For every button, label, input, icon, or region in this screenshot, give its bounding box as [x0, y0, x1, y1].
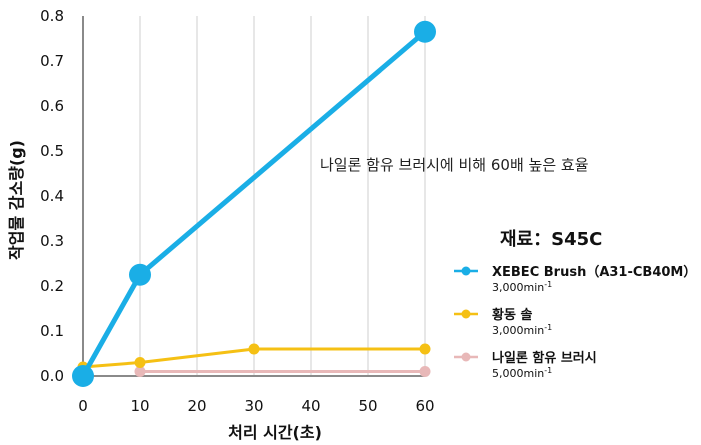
data-point-1: [248, 343, 260, 355]
data-point-2: [134, 366, 146, 377]
legend-swatch-dot: [461, 309, 471, 319]
legend-speed-value: 3,000min: [492, 324, 544, 337]
y-tick-label: 0.3: [40, 232, 64, 250]
y-tick-label: 0.7: [40, 52, 64, 70]
x-tick-label: 50: [358, 397, 377, 415]
x-tick-label: 0: [78, 397, 88, 415]
x-tick-label: 30: [244, 397, 263, 415]
y-tick-label: 0.0: [40, 367, 64, 385]
x-axis-title: 처리 시간(초): [228, 423, 322, 442]
data-point-0: [129, 263, 151, 286]
legend-swatch-dot: [461, 266, 471, 276]
data-point-1: [419, 343, 431, 355]
legend-speed-exponent: -1: [544, 323, 552, 332]
legend-entry-name: XEBEC Brush（A31-CB40M）: [492, 264, 696, 280]
series-layer: [72, 20, 436, 387]
y-tick-label: 0.8: [40, 7, 64, 25]
x-tick-label: 40: [301, 397, 320, 415]
x-tick-label: 10: [130, 397, 149, 415]
data-point-0: [414, 20, 436, 43]
data-point-2: [419, 366, 431, 377]
axis-layer: 0 10 20 30 40 50 60 0.0 0.1 0.2 0.3 0.4 0.5 0.6 0.7 0.8: [40, 7, 434, 415]
y-tick-label: 0.2: [40, 277, 64, 295]
y-tick-label: 0.6: [40, 97, 64, 115]
data-point-1: [134, 357, 146, 368]
x-tick-label: 60: [415, 397, 434, 415]
legend-entry-speed: 3,000min-1: [492, 280, 552, 294]
legend-speed-exponent: -1: [544, 366, 552, 375]
legend-entry-name: 황동 솔: [492, 307, 532, 323]
legend-entry-speed: 5,000min-1: [492, 366, 552, 380]
legend-entry-name: 나일론 함유 브러시: [492, 350, 597, 366]
legend: XEBEC Brush（A31-CB40M）3,000min-1황동 솔3,00…: [454, 264, 696, 380]
grid-layer: [139, 16, 426, 376]
annotation-text: 나일론 함유 브러시에 비해 60배 높은 효율: [320, 156, 589, 174]
legend-swatch-dot: [461, 352, 471, 362]
y-axis-title: 작업물 감소량(g): [7, 140, 26, 260]
series-line-1: [82, 347, 425, 369]
y-tick-label: 0.4: [40, 187, 64, 205]
legend-speed-value: 5,000min: [492, 367, 544, 380]
x-tick-label: 20: [187, 397, 206, 415]
data-point-0: [72, 365, 94, 387]
y-tick-label: 0.1: [40, 322, 64, 340]
y-tick-label: 0.5: [40, 142, 64, 160]
legend-speed-exponent: -1: [544, 280, 552, 289]
legend-entry-speed: 3,000min-1: [492, 323, 552, 337]
legend-speed-value: 3,000min: [492, 281, 544, 294]
material-label: 재료：S45C: [500, 229, 602, 250]
